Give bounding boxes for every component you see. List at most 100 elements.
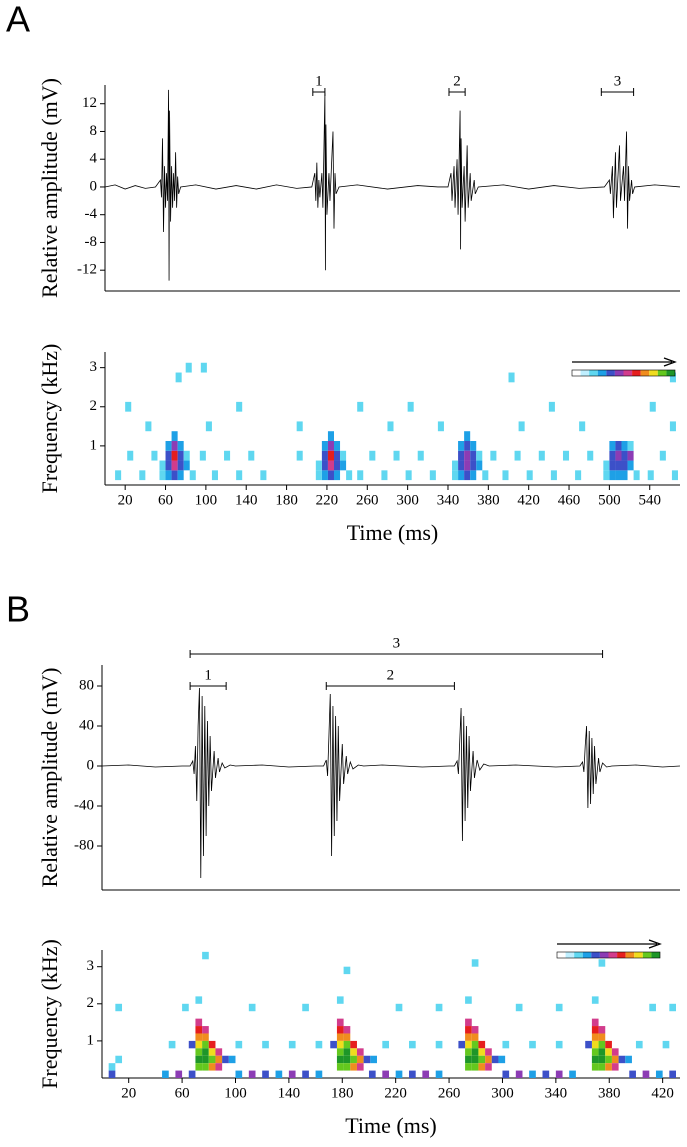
spectrogram-cell xyxy=(515,1070,523,1078)
spectrogram-cell xyxy=(275,1070,283,1078)
spectrogram-cell xyxy=(177,440,184,451)
spectrogram-cell xyxy=(464,440,471,451)
spectrogram-cell xyxy=(321,470,328,481)
spectrogram-cell xyxy=(591,1055,599,1064)
spectrogram-cell xyxy=(262,1070,269,1078)
spectrogram-cell xyxy=(585,1040,592,1049)
spectrogram-cell xyxy=(669,421,676,432)
spectrogram-cell xyxy=(215,1055,223,1064)
spectrogram-cell xyxy=(465,1063,472,1071)
spectrogram-cell xyxy=(260,470,267,481)
colorbar-swatch xyxy=(657,370,667,376)
spectrogram-cell xyxy=(202,1026,209,1034)
spectrogram-cell xyxy=(357,470,364,481)
spectrogram-cell xyxy=(202,951,209,960)
spectrogram-cell xyxy=(465,1026,472,1034)
spectrogram-cell xyxy=(288,1040,296,1049)
spectrogram-cell xyxy=(598,959,606,967)
spectrogram-cell xyxy=(452,460,459,471)
spectrogram-cell xyxy=(340,450,347,461)
spectrogram-cell xyxy=(465,1040,472,1049)
bracket-label: 2 xyxy=(387,667,395,683)
x-axis-label: Time (ms) xyxy=(347,520,438,545)
spectrogram-cell xyxy=(625,1055,632,1064)
x-tick-label: 420 xyxy=(517,492,540,508)
bracket xyxy=(600,88,635,96)
spectrogram-cell xyxy=(222,1055,229,1064)
y-tick-label: 40 xyxy=(79,717,94,733)
spectrogram-cell xyxy=(485,1055,492,1064)
y-tick-label: -80 xyxy=(74,837,94,853)
spectrogram-cell xyxy=(627,460,634,471)
spectrogram-cell xyxy=(236,470,243,481)
spectrogram-cell xyxy=(321,460,328,471)
spectrogram-cell xyxy=(508,372,515,383)
spectrogram-cell xyxy=(215,1048,223,1056)
colorbar-swatch xyxy=(599,952,609,958)
x-tick-label: 380 xyxy=(477,492,500,508)
spectrogram-cell xyxy=(633,470,640,481)
colorbar-swatch xyxy=(597,370,607,376)
panel-label: A xyxy=(6,0,30,40)
spectrogram-cell xyxy=(315,1070,323,1078)
spectrogram-cell xyxy=(471,1033,479,1041)
colorbar-swatch xyxy=(666,370,675,376)
spectrogram-cell xyxy=(470,450,477,461)
spectrogram-cell xyxy=(382,1070,389,1078)
spectrogram-cell xyxy=(177,450,184,461)
spectrogram-cell xyxy=(598,1063,606,1071)
panel-label: B xyxy=(6,589,30,630)
x-tick-label: 20 xyxy=(121,1085,136,1101)
spectrogram-cell xyxy=(195,1055,203,1064)
spectrogram-cell xyxy=(336,1026,344,1034)
colorbar-swatch xyxy=(582,952,592,958)
spectrogram-cell xyxy=(165,440,172,451)
spectrogram-cell xyxy=(343,1063,351,1071)
spectrogram-cell xyxy=(471,1055,479,1064)
colorbar-frame xyxy=(556,951,661,959)
spectrogram-cell xyxy=(327,450,334,461)
spectrogram-cell xyxy=(208,1040,216,1049)
spectrogram-cell xyxy=(200,362,207,373)
spectrogram-cell xyxy=(162,1070,169,1078)
spectrogram-cell xyxy=(115,470,122,481)
spectrogram-cell xyxy=(591,1033,599,1041)
spectrogram-cell xyxy=(125,401,132,412)
spectrogram-cell xyxy=(188,1070,196,1078)
x-axis-label: Time (ms) xyxy=(345,1113,436,1138)
colorbar-swatch xyxy=(625,952,635,958)
spectrogram-cell xyxy=(478,1055,486,1064)
x-tick-label: 460 xyxy=(558,492,581,508)
spectrogram-cell xyxy=(518,421,525,432)
colorbar-swatch xyxy=(649,370,658,376)
spectrogram-cell xyxy=(465,1048,472,1056)
spectrogram-cell xyxy=(336,996,344,1004)
spectrogram-cell xyxy=(202,1033,209,1041)
spectrogram-cell xyxy=(437,421,444,432)
spectrogram-cell xyxy=(405,470,412,481)
spectrogram-cell xyxy=(579,421,586,432)
spectrogram-cell xyxy=(350,1063,357,1071)
bracket-label: 1 xyxy=(204,667,212,683)
colorbar-swatch xyxy=(580,370,590,376)
spectrogram-cell xyxy=(464,431,471,441)
spectrogram-cell xyxy=(478,1048,486,1056)
bracket xyxy=(325,682,455,690)
y-tick-label: -40 xyxy=(74,797,94,813)
spectrogram-cell xyxy=(409,1070,416,1078)
x-tick-label: 140 xyxy=(235,492,258,508)
spectrogram-cell xyxy=(605,1063,612,1071)
y-tick-label: 3 xyxy=(90,359,98,375)
spectrogram-cell xyxy=(168,1040,176,1049)
spectrogram-cell xyxy=(195,1063,203,1071)
spectrogram-cell xyxy=(159,470,166,481)
bracket xyxy=(189,682,227,690)
spectrogram-cell xyxy=(649,401,656,412)
spectrogram-cell xyxy=(627,450,634,461)
spectrogram-cell xyxy=(629,1070,636,1078)
spectrogram-cell xyxy=(435,1003,443,1012)
spectrogram-cell xyxy=(458,470,465,481)
spectrogram-cell xyxy=(458,1040,466,1049)
spectrogram-cell xyxy=(183,450,190,461)
